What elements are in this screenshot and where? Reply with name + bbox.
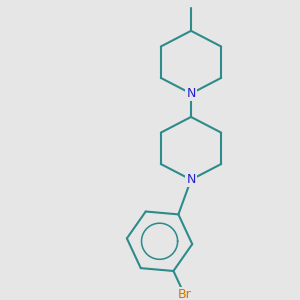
Text: N: N xyxy=(186,173,196,186)
Text: N: N xyxy=(186,87,196,100)
Text: Br: Br xyxy=(177,287,191,300)
